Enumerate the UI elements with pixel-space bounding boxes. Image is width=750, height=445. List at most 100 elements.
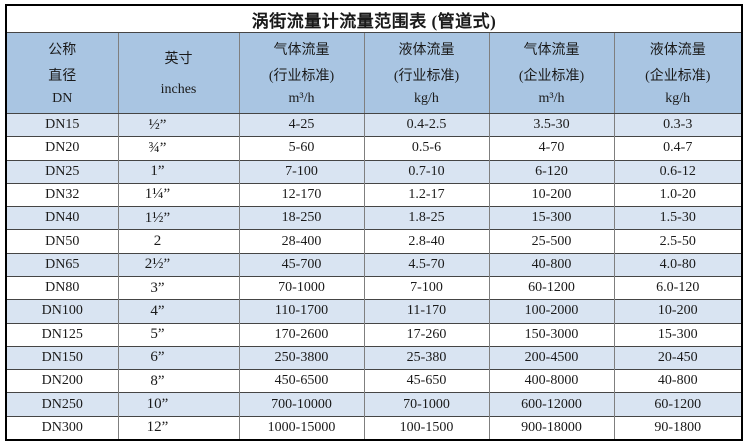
cell-liquid-enterprise: 1.0-20	[613, 182, 742, 207]
column-header-line: inches	[160, 82, 197, 98]
cell-liquid-industry: 17-260	[363, 322, 489, 347]
table-body: DN15 ½” 4-25 0.4-2.5 3.5-30 0.3-3 DN20 ¾” 5-60 0.…	[6, 112, 742, 440]
cell-liquid-industry: 45-650	[363, 369, 489, 393]
cell-dn: DN100	[6, 299, 118, 324]
column-header-line: 气体流量	[273, 43, 330, 58]
cell-inches: 2	[117, 229, 239, 254]
cell-inches: 4”	[117, 299, 239, 324]
cell-dn: DN300	[6, 415, 118, 440]
column-header-liquid-industry: 液体流量 (行业标准) kg/h	[363, 32, 489, 114]
cell-dn: DN125	[6, 322, 118, 347]
cell-gas-industry: 4-25	[238, 112, 364, 137]
cell-gas-industry: 18-250	[238, 206, 364, 230]
cell-dn: DN15	[6, 112, 118, 137]
cell-liquid-enterprise: 90-1800	[613, 415, 742, 440]
cell-liquid-industry: 7-100	[363, 275, 489, 300]
table-row: DN80 3” 70-1000 7-100 60-1200 6.0-120	[6, 275, 742, 300]
table-row: DN20 ¾” 5-60 0.5-6 4-70 0.4-7	[6, 136, 742, 161]
cell-liquid-enterprise: 40-800	[613, 369, 742, 393]
cell-inches: 10”	[117, 392, 239, 417]
cell-gas-enterprise: 200-4500	[488, 345, 614, 370]
cell-dn: DN40	[6, 206, 118, 230]
column-header-inches: 英寸 inches	[117, 32, 239, 114]
cell-gas-enterprise: 40-800	[488, 252, 614, 277]
table-row: DN250 10” 700-10000 70-1000 600-12000 60-1200	[6, 392, 742, 417]
cell-dn: DN80	[6, 275, 118, 300]
column-header-lines: 气体流量 (行业标准) m³/h	[240, 33, 364, 113]
cell-liquid-enterprise: 60-1200	[613, 392, 742, 417]
cell-gas-enterprise: 6-120	[488, 159, 614, 184]
cell-gas-industry: 7-100	[238, 159, 364, 184]
cell-dn: DN50	[6, 229, 118, 254]
cell-liquid-enterprise: 1.5-30	[613, 206, 742, 230]
cell-dn: DN32	[6, 182, 118, 207]
cell-gas-industry: 5-60	[238, 136, 364, 161]
cell-gas-industry: 1000-15000	[238, 415, 364, 440]
column-header-lines: 液体流量 (企业标准) kg/h	[615, 33, 742, 113]
table-row: DN150 6” 250-3800 25-380 200-4500 20-450	[6, 345, 742, 370]
table-row: DN100 4” 110-1700 11-170 100-2000 10-200	[6, 299, 742, 324]
cell-gas-industry: 12-170	[238, 182, 364, 207]
cell-liquid-industry: 0.5-6	[363, 136, 489, 161]
cell-gas-enterprise: 400-8000	[488, 369, 614, 393]
cell-liquid-enterprise: 15-300	[613, 322, 742, 347]
flow-range-table: 涡街流量计流量范围表 (管道式) 公称 直径 DN 英寸 inches 气体流量 (行业标准…	[5, 4, 743, 441]
column-header-gas-enterprise: 气体流量 (企业标准) m³/h	[488, 32, 614, 114]
cell-gas-industry: 450-6500	[238, 369, 364, 393]
cell-inches: 1”	[117, 159, 239, 184]
column-header-line: m³/h	[538, 91, 565, 106]
column-header-line: 液体流量	[649, 43, 706, 58]
cell-liquid-industry: 11-170	[363, 299, 489, 324]
cell-dn: DN25	[6, 159, 118, 184]
cell-liquid-industry: 2.8-40	[363, 229, 489, 254]
cell-liquid-industry: 0.7-10	[363, 159, 489, 184]
cell-inches: 1½”	[117, 206, 239, 230]
cell-liquid-enterprise: 0.6-12	[613, 159, 742, 184]
table-title-row: 涡街流量计流量范围表 (管道式)	[6, 5, 742, 33]
cell-gas-industry: 45-700	[238, 252, 364, 277]
cell-inches: 2½”	[117, 252, 239, 277]
table-row: DN125 5” 170-2600 17-260 150-3000 15-300	[6, 322, 742, 347]
column-header-line: (企业标准)	[645, 69, 711, 84]
cell-gas-industry: 250-3800	[238, 345, 364, 370]
table-row: DN200 8” 450-6500 45-650 400-8000 40-800	[6, 369, 742, 393]
cell-gas-enterprise: 4-70	[488, 136, 614, 161]
cell-gas-enterprise: 60-1200	[488, 275, 614, 300]
cell-liquid-enterprise: 6.0-120	[613, 275, 742, 300]
cell-inches: 5”	[117, 322, 239, 347]
table-row: DN50 2 28-400 2.8-40 25-500 2.5-50	[6, 229, 742, 254]
cell-liquid-enterprise: 2.5-50	[613, 229, 742, 254]
cell-gas-enterprise: 900-18000	[488, 415, 614, 440]
column-header-line: kg/h	[414, 91, 439, 106]
table-title: 涡街流量计流量范围表 (管道式)	[6, 5, 742, 33]
cell-inches: 1¼”	[117, 182, 239, 207]
cell-dn: DN250	[6, 392, 118, 417]
table-header-row: 公称 直径 DN 英寸 inches 气体流量 (行业标准) m³/h 液体流量 (行业标准) kg…	[6, 32, 742, 114]
cell-inches: ½”	[117, 112, 239, 137]
cell-liquid-enterprise: 20-450	[613, 345, 742, 370]
cell-gas-enterprise: 3.5-30	[488, 112, 614, 137]
column-header-line: (行业标准)	[268, 69, 335, 84]
cell-gas-industry: 70-1000	[238, 275, 364, 300]
column-header-line: (行业标准)	[393, 69, 460, 84]
cell-gas-enterprise: 100-2000	[488, 299, 614, 324]
cell-liquid-enterprise: 0.3-3	[613, 112, 742, 137]
column-header-line: 液体流量	[398, 43, 455, 58]
cell-liquid-industry: 4.5-70	[363, 252, 489, 277]
column-header-lines: 气体流量 (企业标准) m³/h	[490, 33, 614, 113]
table-row: DN15 ½” 4-25 0.4-2.5 3.5-30 0.3-3	[6, 112, 742, 137]
column-header-line: 公称	[48, 43, 77, 58]
cell-gas-industry: 110-1700	[238, 299, 364, 324]
cell-gas-industry: 170-2600	[238, 322, 364, 347]
cell-liquid-industry: 25-380	[363, 345, 489, 370]
cell-liquid-industry: 70-1000	[363, 392, 489, 417]
column-header-gas-industry: 气体流量 (行业标准) m³/h	[238, 32, 364, 114]
cell-gas-industry: 28-400	[238, 229, 364, 254]
cell-gas-enterprise: 600-12000	[488, 392, 614, 417]
cell-gas-enterprise: 150-3000	[488, 322, 614, 347]
cell-inches: ¾”	[117, 136, 239, 161]
cell-gas-enterprise: 25-500	[488, 229, 614, 254]
cell-gas-enterprise: 10-200	[488, 182, 614, 207]
cell-liquid-industry: 100-1500	[363, 415, 489, 440]
column-header-line: 英寸	[164, 51, 193, 67]
